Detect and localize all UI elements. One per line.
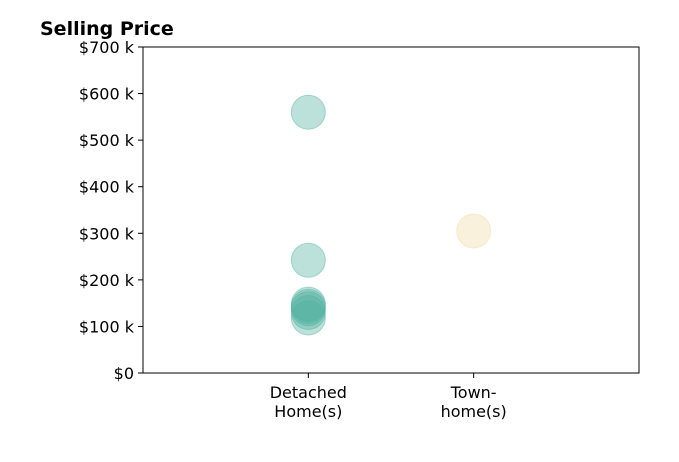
y-tick-label: $500 k [79,131,135,150]
data-point [290,300,326,336]
x-tick-label: home(s) [441,402,507,421]
y-tick-label: $100 k [79,317,135,336]
x-tick-label: Detached [270,383,347,402]
y-axis: $0 $100 k $200 k $300 k $400 k $500 k $600 k $7… [79,38,143,383]
data-point [290,291,326,327]
x-tick-label: Town- [450,383,497,402]
y-tick-label: $0 [114,364,134,383]
data-points [290,94,492,336]
plot-area-frame [142,46,640,374]
data-point [290,286,326,322]
y-tick-label: $300 k [79,224,135,243]
y-tick-label: $700 k [79,38,135,57]
data-point [456,213,492,249]
y-tick-label: $400 k [79,178,135,197]
x-tick-label: Home(s) [274,402,342,421]
chart-title: Selling Price [40,18,174,40]
y-tick-label: $200 k [79,271,135,290]
data-point [290,288,326,324]
data-point [290,294,326,330]
data-point [290,242,326,278]
data-point [290,94,326,130]
y-tick-label: $600 k [79,85,135,104]
